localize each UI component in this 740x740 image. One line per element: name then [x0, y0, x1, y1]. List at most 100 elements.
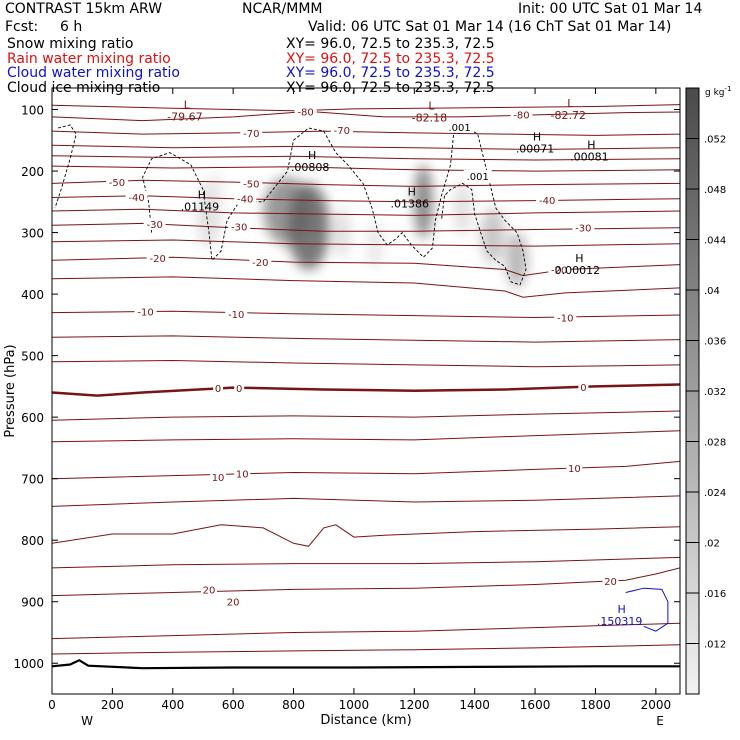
temperature-contour-3 — [52, 144, 680, 151]
temperature-contour-12 — [52, 276, 680, 298]
temperature-contour-6 — [52, 179, 680, 187]
extremum-value-1: -82.18 — [412, 112, 447, 125]
field-name-rain: Rain water mixing ratio — [7, 51, 171, 67]
extremum-value-7: .00081 — [570, 150, 609, 163]
temperature-label-19: 0 — [236, 384, 242, 395]
temperature-label-bg-23 — [566, 462, 583, 475]
field-name-cloud-water: Cloud water mixing ratio — [7, 65, 180, 81]
temperature-label-18: 0 — [215, 384, 221, 395]
extremum-value-0: -79.67 — [167, 110, 202, 123]
temperature-contour-20 — [52, 495, 680, 507]
extremum-letter-6: H — [533, 130, 541, 143]
extremum-letter-3: H — [198, 189, 206, 202]
temperature-contour-24 — [52, 622, 680, 640]
temperature-label-bg-24 — [201, 583, 217, 596]
y-axis-title: Pressure (hPa) — [3, 344, 18, 437]
temperature-contour-18 — [52, 430, 680, 443]
colorbar-tick-label-2: .02 — [704, 539, 720, 550]
snow-blob-7 — [453, 180, 472, 236]
cloud-water-contour-0 — [625, 587, 669, 632]
temperature-label-bg-13 — [249, 256, 272, 269]
temperature-label-6: -40 — [128, 193, 144, 204]
temperature-contour-14 — [52, 335, 680, 343]
extremum-value-8: 0.00012 — [555, 264, 601, 277]
snow-blob-3 — [287, 183, 330, 270]
colorbar-tick-label-10: .052 — [704, 135, 726, 146]
cloud-ice-contour-0 — [54, 124, 77, 209]
temperature-contour-8 — [52, 208, 680, 216]
temperature-contour-22 — [52, 556, 680, 569]
cloud-ice-contour-2 — [441, 195, 445, 221]
x-tick-label-0: 0 — [48, 698, 56, 712]
temperature-label-1: -80 — [513, 110, 529, 121]
temperature-label-9: -30 — [146, 220, 162, 231]
colorbar-tick-label-8: .044 — [704, 236, 726, 247]
extremum-letter-5: H — [408, 186, 416, 199]
cloud-water-contours — [625, 587, 669, 632]
colorbar-unit: g kg-1 — [705, 85, 731, 98]
temperature-label-bg-17 — [554, 311, 577, 324]
temperature-label-21: 10 — [212, 473, 225, 484]
temperature-contour-23 — [52, 567, 680, 597]
temperature-contour-17 — [52, 410, 680, 421]
temperature-contour-1 — [52, 110, 680, 122]
colorbar-tick-label-4: .028 — [704, 438, 726, 449]
terrain-path — [52, 658, 680, 670]
temperature-label-bg-18 — [213, 382, 224, 395]
extremum-letter-9: H — [617, 603, 625, 616]
extrema-markers: L-79.67L-82.18L-82.72H.01149H.00808H.013… — [167, 97, 642, 628]
cloud-ice-contour-1 — [142, 124, 527, 286]
x-tick-label-7: 1400 — [459, 698, 490, 712]
x-tick-label-10: 2000 — [641, 698, 672, 712]
temperature-contour-19 — [52, 460, 680, 480]
temperature-label-20: 0 — [580, 383, 586, 394]
ice-contour-label-1: .001 — [467, 172, 489, 183]
colorbar-tick-label-5: .032 — [704, 387, 726, 398]
temperature-label-bg-9 — [143, 217, 166, 230]
temperature-contour-16 — [52, 383, 680, 397]
field-name-snow: Snow mixing ratio — [7, 36, 134, 52]
temperature-label-bg-6 — [125, 190, 148, 203]
endpoint-west: W — [81, 714, 93, 728]
y-tick-label-9: 1000 — [13, 657, 44, 671]
y-tick-label-8: 900 — [21, 596, 44, 610]
temperature-label-5: -50 — [243, 179, 259, 190]
fcst-value: 6 h — [60, 19, 83, 35]
extremum-letter-0: L — [184, 98, 191, 111]
temperature-label-bg-22 — [234, 467, 251, 480]
extremum-value-9: .150319 — [597, 615, 643, 628]
temperature-contour-9 — [52, 222, 680, 232]
temperature-label-bg-10 — [228, 220, 251, 233]
x-tick-label-2: 400 — [161, 698, 184, 712]
colorbar-tick-label-9: .048 — [704, 185, 726, 196]
x-tick-label-5: 1000 — [339, 698, 370, 712]
temperature-label-bg-19 — [234, 382, 245, 395]
x-tick-label-6: 1200 — [399, 698, 430, 712]
init-time: Init: 00 UTC Sat 01 Mar 14 — [518, 1, 703, 17]
x-axis-title: Distance (km) — [320, 713, 411, 728]
x-axis: 0 200 400 600 800 1000 1200 1400 1600 1800 2000 — [48, 88, 671, 712]
terrain-line — [52, 658, 680, 670]
extremum-letter-7: H — [587, 138, 595, 151]
temperature-label-13: -20 — [252, 258, 268, 269]
temperature-label-bg-25 — [225, 595, 242, 608]
valid-time: Valid: 06 UTC Sat 01 Mar 14 (16 ChT Sat … — [308, 19, 672, 35]
temperature-label-8: -40 — [539, 196, 555, 207]
extremum-letter-1: L — [428, 100, 435, 113]
field-xy-cloud-water: XY= 96.0, 72.5 to 235.3, 72.5 — [286, 65, 495, 81]
temperature-label-25: 20 — [227, 598, 240, 609]
y-tick-label-7: 800 — [21, 534, 44, 548]
extremum-letter-2: L — [567, 97, 574, 110]
temperature-label-bg-8 — [536, 193, 559, 206]
temperature-label-bg-5 — [240, 177, 263, 190]
extremum-value-4: .00808 — [291, 161, 330, 174]
colorbar-tick-label-1: .016 — [704, 589, 726, 600]
temperature-label-bg-26 — [602, 574, 619, 587]
temperature-label-22: 10 — [236, 470, 249, 481]
y-tick-label-6: 700 — [21, 473, 44, 487]
temperature-contour-5 — [52, 165, 680, 172]
temperature-label-16: -10 — [228, 310, 244, 321]
ice-label-bg-1 — [463, 169, 492, 182]
contour-labels: -80 -80-70 -70-50 -50-40 -40 -40-30 -30 -30-20-… — [105, 105, 619, 609]
